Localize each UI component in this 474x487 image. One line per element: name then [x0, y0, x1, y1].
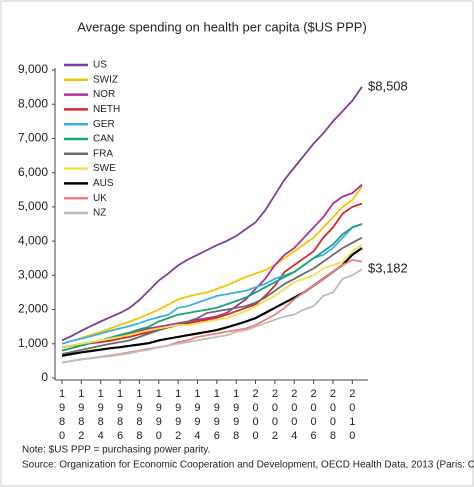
legend-label: GER — [93, 119, 115, 130]
x-tick-label: 1982 — [75, 388, 87, 444]
y-tick-label: 4,000 — [18, 233, 48, 247]
x-tick-label: 1990 — [153, 388, 165, 444]
legend-label: AUS — [93, 178, 114, 189]
legend-label: FRA — [93, 148, 113, 159]
legend-label: NOR — [93, 89, 115, 100]
value-label: $8,508 — [368, 78, 408, 93]
legend-label: NETH — [93, 104, 120, 115]
x-tick-label: 1988 — [133, 388, 145, 444]
x-tick-label: 1980 — [56, 388, 68, 444]
legend-label: SWE — [93, 163, 116, 174]
series-line — [61, 202, 363, 349]
y-tick-label: 0 — [41, 370, 48, 384]
y-tick-label: 8,000 — [18, 96, 48, 110]
x-tick-label: 1984 — [95, 388, 107, 444]
series-line — [61, 268, 363, 364]
y-tick-label: 9,000 — [18, 62, 48, 76]
chart-title: Average spending on health per capita ($… — [77, 19, 367, 34]
y-tick-label: 5,000 — [18, 199, 48, 213]
y-tick-label: 3,000 — [18, 268, 48, 282]
series-line — [61, 223, 363, 352]
source: Source: Organization for Economic Cooper… — [22, 460, 474, 471]
x-tick-label: 1986 — [114, 388, 126, 444]
value-label: $3,182 — [368, 261, 408, 276]
x-tick-label: 1998 — [230, 388, 242, 444]
legend-label: SWIZ — [93, 74, 118, 85]
x-tick-label: 2004 — [288, 388, 300, 444]
legend-label: CAN — [93, 134, 114, 145]
series-line — [61, 86, 363, 342]
series-line — [61, 243, 363, 349]
legend-label: UK — [93, 193, 107, 204]
x-tick-label: 1994 — [191, 388, 203, 444]
x-tick-label: 2008 — [327, 388, 339, 444]
y-tick-label: 1,000 — [18, 336, 48, 350]
series-line — [61, 185, 363, 345]
x-tick-label: 2006 — [308, 388, 320, 444]
series-line — [61, 236, 363, 355]
legend-label: NZ — [93, 208, 106, 219]
legend-label: US — [93, 60, 107, 71]
y-tick-label: 7,000 — [18, 131, 48, 145]
x-tick-label: 1992 — [172, 388, 184, 444]
note: Note: $US PPP = purchasing power parity. — [22, 445, 210, 456]
y-tick-label: 2,000 — [18, 302, 48, 316]
x-tick-label: 2002 — [269, 388, 281, 444]
x-tick-label: 1996 — [211, 388, 223, 444]
x-tick-label: 2000 — [250, 388, 262, 444]
y-tick-label: 6,000 — [18, 165, 48, 179]
x-tick-label: 2010 — [346, 388, 358, 444]
